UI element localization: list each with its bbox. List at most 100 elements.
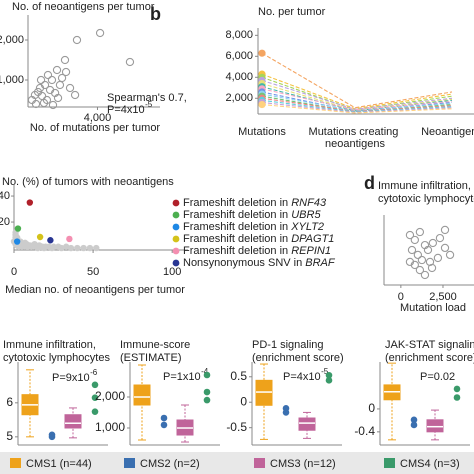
y-tick-label: 6 bbox=[6, 395, 13, 409]
panel-title: cytotoxic lymphocytes bbox=[3, 352, 110, 364]
legend-swatch bbox=[10, 458, 21, 468]
data-point bbox=[203, 371, 211, 379]
series-line bbox=[261, 104, 453, 114]
data-point bbox=[160, 421, 168, 429]
box bbox=[255, 379, 273, 406]
legend-swatch bbox=[384, 458, 395, 468]
data-point bbox=[453, 394, 461, 401]
x-tick-label: 4,000 bbox=[84, 112, 112, 124]
data-point bbox=[26, 199, 34, 206]
data-point bbox=[48, 100, 58, 110]
y-tick-label: 0 bbox=[368, 401, 375, 415]
data-point bbox=[415, 265, 425, 275]
y-tick-label: 0 bbox=[240, 394, 247, 408]
data-point bbox=[91, 394, 99, 402]
legend-swatch bbox=[124, 458, 135, 468]
data-point bbox=[160, 414, 168, 422]
data-point bbox=[65, 83, 75, 93]
panel-title: JAK-STAT signaling bbox=[385, 339, 474, 351]
data-point bbox=[410, 421, 418, 429]
x-tick-label: Mutations creating neoantigens bbox=[309, 126, 402, 150]
y-axis-label: No. per tumor bbox=[258, 6, 326, 18]
data-point bbox=[440, 243, 450, 253]
y-tick-label: 4,000 bbox=[225, 71, 253, 83]
data-point bbox=[407, 245, 417, 255]
x-tick-label: 0 bbox=[11, 266, 17, 278]
data-point bbox=[39, 98, 49, 108]
legend-label: Frameshift deletion in XYLT2 bbox=[183, 221, 324, 233]
data-point bbox=[440, 225, 450, 235]
data-point bbox=[52, 65, 62, 75]
y-tick-label: 2,000 bbox=[95, 389, 125, 403]
data-point bbox=[36, 75, 46, 85]
x-axis-label: Median no. of neoantigens per tumor bbox=[5, 284, 185, 296]
series-line bbox=[261, 88, 453, 111]
x-axis-label: Mutation load bbox=[400, 302, 466, 314]
data-point bbox=[410, 235, 419, 245]
data-point bbox=[415, 227, 425, 237]
y-axis-label: No. (%) of tumors with neoantigens bbox=[2, 176, 174, 188]
data-point bbox=[55, 80, 65, 90]
legend-label: Nonsynonymous SNV in BRAF bbox=[183, 257, 336, 269]
annotation: Spearman's 0.7, bbox=[107, 92, 187, 104]
legend-marker bbox=[172, 199, 180, 207]
legend-label: CMS2 (n=2) bbox=[140, 458, 200, 470]
data-point bbox=[47, 237, 54, 244]
data-point bbox=[42, 95, 52, 105]
x-tick-label: 2,500 bbox=[429, 291, 457, 303]
data-point bbox=[74, 244, 81, 252]
legend-label: CMS4 (n=3) bbox=[400, 458, 460, 470]
data-point bbox=[53, 93, 63, 103]
data-point bbox=[13, 238, 21, 245]
y-tick-label: 5 bbox=[6, 429, 13, 443]
panel-title: (ESTIMATE) bbox=[120, 352, 182, 364]
data-point bbox=[125, 57, 135, 67]
data-point bbox=[61, 67, 71, 77]
x-tick-label: 50 bbox=[87, 266, 99, 278]
data-point bbox=[203, 396, 211, 404]
data-point bbox=[25, 243, 32, 250]
data-point bbox=[258, 100, 266, 109]
legend-marker bbox=[172, 259, 180, 267]
panel-title: Immune-score bbox=[120, 339, 190, 351]
p-value: P=1x10 bbox=[163, 371, 201, 383]
y-tick-label: 8,000 bbox=[225, 29, 253, 41]
x-axis-label: No. of mutations per tumor bbox=[30, 122, 161, 134]
y-tick-label: 2,000 bbox=[225, 92, 253, 104]
data-point bbox=[37, 91, 47, 101]
x-tick-label: 100 bbox=[163, 266, 181, 278]
p-value: P=4x10 bbox=[107, 104, 145, 116]
panel-title: (enrichment score) bbox=[252, 352, 344, 364]
data-point bbox=[70, 90, 80, 100]
data-point bbox=[72, 35, 82, 45]
data-point bbox=[36, 233, 44, 241]
y-tick-label: 6,000 bbox=[225, 50, 253, 62]
data-point bbox=[14, 225, 22, 232]
data-point bbox=[31, 99, 41, 109]
panel-title: (enrichment score) bbox=[385, 352, 474, 364]
y-tick-label: 2,000 bbox=[0, 34, 24, 46]
legend-marker bbox=[172, 223, 180, 231]
data-point bbox=[31, 240, 38, 248]
data-point bbox=[325, 377, 333, 384]
data-point bbox=[435, 233, 445, 243]
panel-label: d bbox=[364, 173, 375, 193]
data-point bbox=[423, 245, 433, 255]
x-tick-label: Mutations bbox=[238, 126, 286, 138]
data-point bbox=[80, 244, 87, 252]
p-exponent: -5 bbox=[321, 367, 329, 376]
legend-marker bbox=[172, 235, 180, 243]
data-point bbox=[48, 244, 56, 252]
data-point bbox=[433, 253, 443, 263]
y-tick-label: 20 bbox=[0, 216, 10, 228]
data-point bbox=[413, 250, 423, 260]
y-tick-label: -0.5 bbox=[226, 420, 247, 434]
legend-swatch bbox=[254, 458, 265, 468]
y-tick-label: 0.5 bbox=[230, 369, 247, 383]
panel-title: Immune infiltration, bbox=[3, 339, 96, 351]
y-tick-label: 1,000 bbox=[95, 420, 125, 434]
data-point bbox=[66, 235, 73, 243]
data-point bbox=[95, 28, 105, 38]
p-value: P=0.02 bbox=[420, 371, 455, 383]
x-tick-label: Neoantigens bbox=[421, 126, 474, 138]
